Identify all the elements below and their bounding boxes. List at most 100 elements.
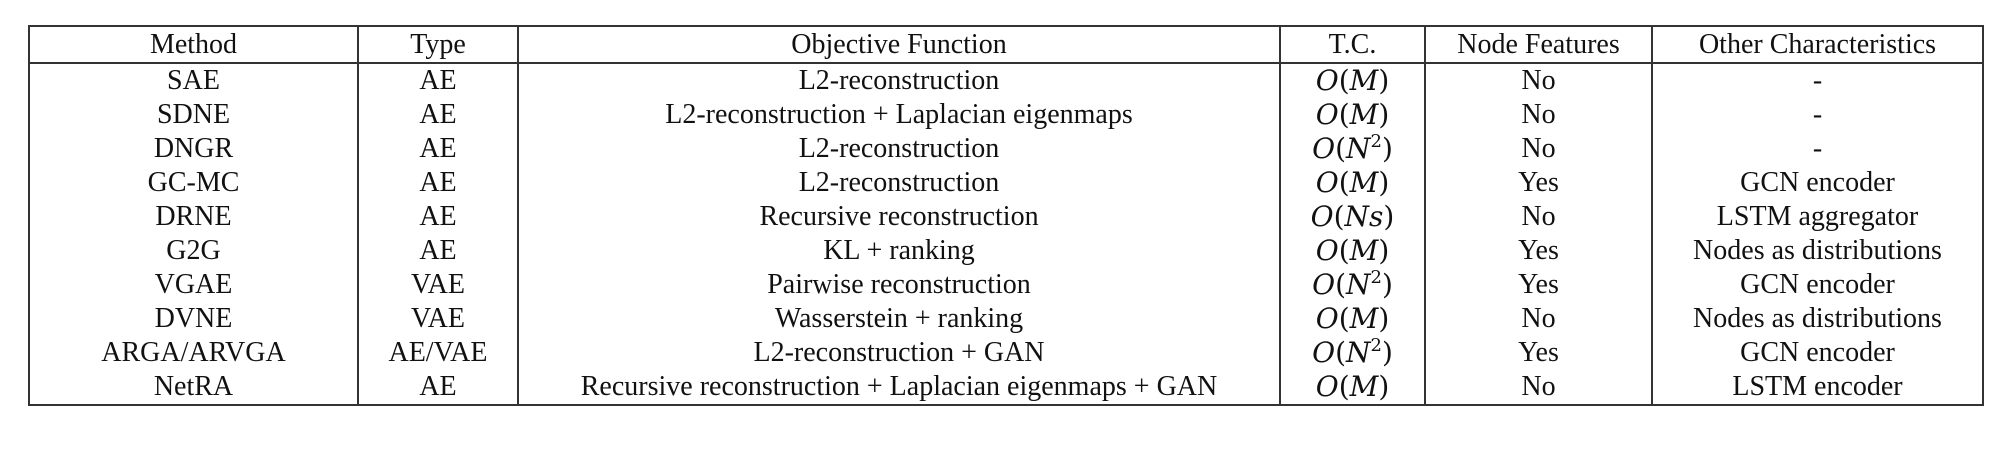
cell-method: SAE [28, 63, 359, 98]
cell-type: AE [357, 132, 519, 166]
cell-time-complexity: O(M) [1279, 301, 1426, 336]
time-complexity-variable: M [1349, 233, 1379, 267]
time-complexity-exponent: 2 [1370, 130, 1382, 152]
table-row: DRNE AE Recursive reconstruction O(Ns) No LST… [28, 199, 1984, 234]
cell-other-characteristics: Nodes as distributions [1651, 302, 1984, 336]
cell-method: VGAE [28, 268, 359, 302]
table-row: SDNE AE L2-reconstruction + Laplacian eige… [28, 97, 1984, 132]
cell-other-characteristics: - [1651, 98, 1984, 132]
cell-node-features: No [1424, 63, 1653, 98]
cell-type: VAE [357, 268, 519, 302]
cell-type: AE [357, 166, 519, 200]
cell-method: DRNE [28, 200, 359, 234]
cell-time-complexity: O(M) [1279, 165, 1426, 200]
time-complexity-formula: O(M) [1315, 63, 1390, 97]
time-complexity-formula: O(M) [1315, 233, 1390, 267]
time-complexity-formula: O(Ns) [1310, 199, 1395, 233]
time-complexity-formula: O(M) [1315, 369, 1390, 403]
cell-other-characteristics: - [1651, 132, 1984, 166]
cell-time-complexity: O(M) [1279, 97, 1426, 132]
time-complexity-variable: M [1349, 369, 1379, 403]
table-row: NetRA AE Recursive reconstruction + Laplac… [28, 369, 1984, 406]
time-complexity-formula: O(N2) [1312, 334, 1393, 369]
cell-node-features: Yes [1424, 166, 1653, 200]
cell-other-characteristics: GCN encoder [1651, 336, 1984, 370]
time-complexity-variable: N [1346, 267, 1371, 301]
table-row: GC-MC AE L2-reconstruction O(M) Yes GCN encod… [28, 165, 1984, 200]
header-type: Type [357, 25, 519, 64]
cell-objective-function: Recursive reconstruction [517, 200, 1281, 234]
time-complexity-formula: O(M) [1315, 165, 1390, 199]
cell-type: AE [357, 200, 519, 234]
cell-type: AE [357, 234, 519, 268]
cell-other-characteristics: LSTM aggregator [1651, 200, 1984, 234]
cell-objective-function: L2-reconstruction + Laplacian eigenmaps [517, 98, 1281, 132]
time-complexity-variable: M [1349, 97, 1379, 131]
table-body: SAE AE L2-reconstruction O(M) No - SDNE AE L2-re… [28, 63, 1984, 406]
cell-node-features: No [1424, 370, 1653, 406]
cell-other-characteristics: - [1651, 63, 1984, 98]
cell-objective-function: L2-reconstruction + GAN [517, 336, 1281, 370]
time-complexity-formula: O(N2) [1312, 266, 1393, 301]
cell-time-complexity: O(N2) [1279, 266, 1426, 302]
cell-time-complexity: O(M) [1279, 233, 1426, 268]
cell-node-features: No [1424, 98, 1653, 132]
cell-method: NetRA [28, 370, 359, 406]
table-row: DNGR AE L2-reconstruction O(N2) No - [28, 130, 1984, 166]
cell-other-characteristics: GCN encoder [1651, 166, 1984, 200]
table-row: G2G AE KL + ranking O(M) Yes Nodes as distrib… [28, 233, 1984, 268]
comparison-table: Method Type Objective Function T.C. Node… [28, 25, 1984, 406]
time-complexity-variable: M [1349, 63, 1379, 97]
cell-time-complexity: O(N2) [1279, 130, 1426, 166]
cell-time-complexity: O(M) [1279, 63, 1426, 98]
cell-type: VAE [357, 302, 519, 336]
cell-method: GC-MC [28, 166, 359, 200]
time-complexity-variable: M [1349, 301, 1379, 335]
cell-node-features: No [1424, 200, 1653, 234]
cell-type: AE [357, 98, 519, 132]
cell-time-complexity: O(M) [1279, 369, 1426, 406]
time-complexity-formula: O(M) [1315, 97, 1390, 131]
cell-type: AE [357, 63, 519, 98]
cell-node-features: No [1424, 132, 1653, 166]
cell-method: G2G [28, 234, 359, 268]
time-complexity-formula: O(M) [1315, 301, 1390, 335]
time-complexity-exponent: 2 [1370, 334, 1382, 356]
comparison-table-container: Method Type Objective Function T.C. Node… [28, 25, 1984, 406]
cell-time-complexity: O(N2) [1279, 334, 1426, 370]
time-complexity-variable: Ns [1344, 199, 1384, 233]
cell-method: SDNE [28, 98, 359, 132]
cell-objective-function: Wasserstein + ranking [517, 302, 1281, 336]
cell-other-characteristics: Nodes as distributions [1651, 234, 1984, 268]
cell-node-features: No [1424, 302, 1653, 336]
table-row: ARGA/ARVGA AE/VAE L2-reconstruction + GAN O… [28, 334, 1984, 370]
cell-objective-function: L2-reconstruction [517, 132, 1281, 166]
table-row: SAE AE L2-reconstruction O(M) No - [28, 63, 1984, 98]
header-method: Method [28, 25, 359, 64]
time-complexity-variable: N [1346, 131, 1371, 165]
cell-node-features: Yes [1424, 268, 1653, 302]
header-row: Method Type Objective Function T.C. Node… [28, 25, 1984, 64]
time-complexity-variable: N [1346, 335, 1371, 369]
cell-node-features: Yes [1424, 234, 1653, 268]
time-complexity-formula: O(N2) [1312, 130, 1393, 165]
cell-objective-function: Recursive reconstruction + Laplacian eig… [517, 370, 1281, 406]
header-other-characteristics: Other Characteristics [1651, 25, 1984, 64]
cell-objective-function: L2-reconstruction [517, 63, 1281, 98]
cell-method: DNGR [28, 132, 359, 166]
time-complexity-exponent: 2 [1370, 266, 1382, 288]
time-complexity-variable: M [1349, 165, 1379, 199]
cell-node-features: Yes [1424, 336, 1653, 370]
cell-other-characteristics: GCN encoder [1651, 268, 1984, 302]
cell-type: AE [357, 370, 519, 406]
cell-objective-function: L2-reconstruction [517, 166, 1281, 200]
header-time-complexity: T.C. [1279, 25, 1426, 64]
header-objective-function: Objective Function [517, 25, 1281, 64]
cell-method: DVNE [28, 302, 359, 336]
cell-method: ARGA/ARVGA [28, 336, 359, 370]
table-row: VGAE VAE Pairwise reconstruction O(N2) Yes GC… [28, 266, 1984, 302]
cell-type: AE/VAE [357, 336, 519, 370]
cell-objective-function: Pairwise reconstruction [517, 268, 1281, 302]
cell-objective-function: KL + ranking [517, 234, 1281, 268]
header-node-features: Node Features [1424, 25, 1653, 64]
